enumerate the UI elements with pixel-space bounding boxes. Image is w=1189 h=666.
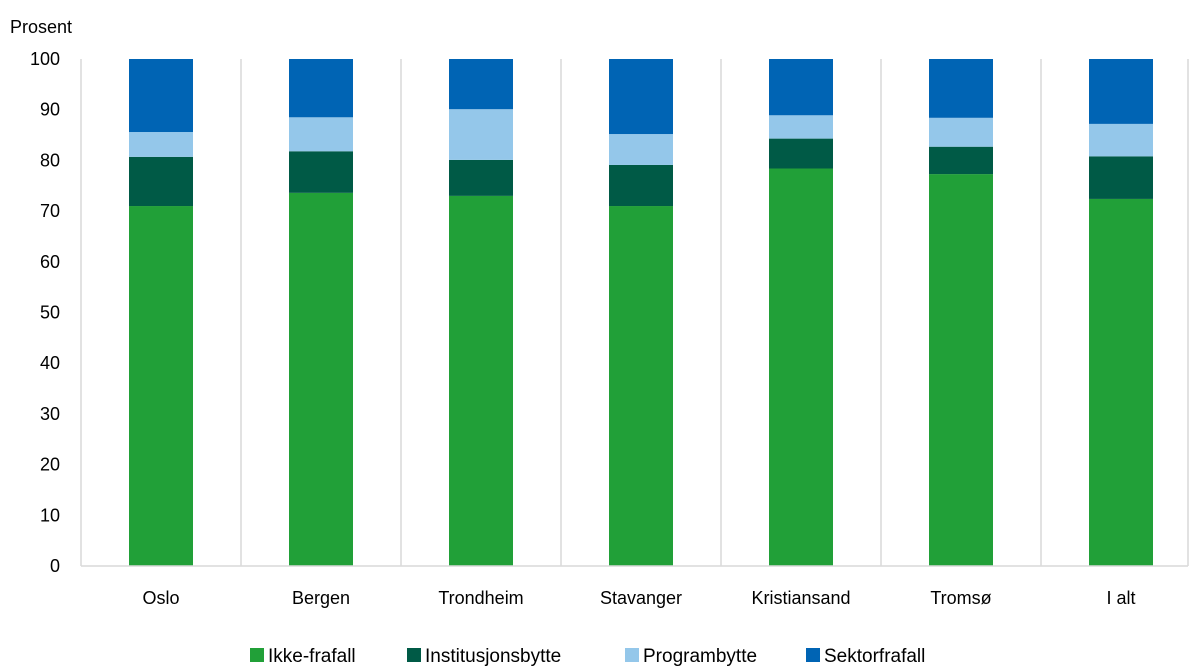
bar-segment — [929, 174, 993, 567]
x-category-label: Trondheim — [438, 588, 523, 608]
legend-swatch — [806, 648, 820, 662]
y-tick-label: 30 — [40, 404, 60, 424]
x-category-label: Stavanger — [600, 588, 682, 608]
gridlines — [80, 59, 1189, 566]
x-category-label: Tromsø — [930, 588, 991, 608]
bar-segment — [1089, 156, 1153, 199]
x-category-label: Oslo — [142, 588, 179, 608]
bar-segment — [449, 195, 513, 566]
x-category-label: I alt — [1106, 588, 1135, 608]
y-tick-label: 10 — [40, 505, 60, 525]
bar-segment — [129, 59, 193, 133]
bar-segment — [289, 59, 353, 118]
x-category-labels: Oslo Bergen Trondheim Stavanger Kristiansand… — [142, 588, 1135, 608]
legend-label: Programbytte — [643, 646, 757, 666]
y-tick-label: 90 — [40, 100, 60, 120]
y-tick-label: 20 — [40, 455, 60, 475]
legend-swatch — [625, 648, 639, 662]
bar-segment — [129, 206, 193, 566]
legend-label: Sektorfrafall — [824, 646, 925, 666]
legend-swatch — [407, 648, 421, 662]
bar-segment — [289, 192, 353, 566]
bar-segment — [769, 59, 833, 116]
bar-segment — [449, 109, 513, 160]
x-category-label: Bergen — [292, 588, 350, 608]
bar-segment — [929, 146, 993, 175]
y-tick-label: 60 — [40, 252, 60, 272]
bars — [129, 59, 1153, 567]
bar-segment — [769, 138, 833, 169]
legend: Ikke-frafall Institusjonsbytte Programbytt… — [250, 646, 925, 666]
y-tick-label: 50 — [40, 303, 60, 323]
bar-segment — [609, 134, 673, 165]
legend-label: Ikke-frafall — [268, 646, 356, 666]
bar-segment — [609, 206, 673, 566]
bar-segment — [449, 159, 513, 196]
bar-segment — [289, 117, 353, 152]
bar-segment — [129, 156, 193, 207]
y-tick-label: 40 — [40, 353, 60, 373]
y-tick-labels: 0 10 20 30 40 50 60 70 80 90 100 — [30, 49, 60, 576]
bar-segment — [289, 151, 353, 193]
y-tick-label: 0 — [50, 556, 60, 576]
bar-segment — [929, 117, 993, 147]
y-axis-label: Prosent — [10, 17, 72, 37]
bar-segment — [1089, 198, 1153, 566]
y-tick-label: 80 — [40, 150, 60, 170]
legend-swatch — [250, 648, 264, 662]
bar-segment — [129, 132, 193, 157]
bar-segment — [609, 164, 673, 207]
bar-segment — [449, 59, 513, 110]
bar-segment — [769, 115, 833, 139]
y-tick-label: 100 — [30, 49, 60, 69]
bar-segment — [1089, 123, 1153, 157]
bar-segment — [769, 168, 833, 566]
bar-segment — [929, 59, 993, 118]
legend-label: Institusjonsbytte — [425, 646, 561, 666]
y-tick-label: 70 — [40, 201, 60, 221]
x-category-label: Kristiansand — [751, 588, 850, 608]
bar-segment — [609, 59, 673, 135]
bar-segment — [1089, 59, 1153, 124]
